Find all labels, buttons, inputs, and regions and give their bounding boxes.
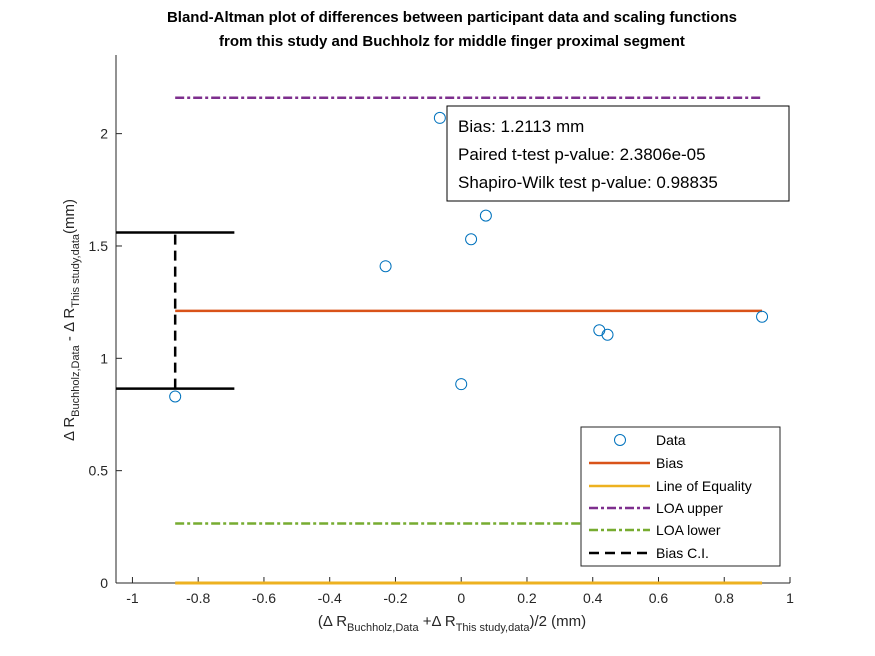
- stats-annotation: Bias: 1.2113 mm Paired t-test p-value: 2…: [446, 105, 790, 202]
- x-tick-label: 0.8: [715, 590, 735, 606]
- y-tick-label: 1.5: [89, 238, 109, 254]
- x-tick-label: -0.6: [252, 590, 276, 606]
- y-tick-label: 0: [100, 575, 108, 591]
- data-point: [479, 209, 492, 222]
- chart-title-line-1: Bland-Altman plot of differences between…: [167, 9, 737, 26]
- legend-label-data: Data: [656, 432, 686, 448]
- data-point: [756, 310, 769, 323]
- y-axis-ticks: 0 0.5 1 1.5 2: [89, 126, 122, 591]
- legend-label-equality: Line of Equality: [656, 478, 752, 494]
- data-point: [433, 111, 446, 124]
- data-point: [601, 328, 614, 341]
- legend-label-loa-upper: LOA upper: [656, 500, 723, 516]
- legend: Data Bias Line of Equality LOA upper LOA…: [580, 426, 781, 567]
- y-axis-label: Δ RBuchholz,Data - Δ RThis study,data(mm…: [61, 199, 82, 441]
- x-tick-label: -0.8: [186, 590, 210, 606]
- x-tick-label: 0.2: [517, 590, 537, 606]
- legend-label-bias-ci: Bias C.I.: [656, 545, 709, 561]
- data-point: [169, 390, 182, 403]
- annotation-box: [446, 105, 790, 202]
- data-point: [379, 260, 392, 273]
- x-axis-ticks: -1 -0.8 -0.6 -0.4 -0.2 0 0.2 0.4 0.6 0.8 1: [126, 577, 794, 606]
- x-tick-label: 0: [457, 590, 465, 606]
- y-tick-label: 2: [100, 126, 108, 142]
- y-tick-label: 0.5: [89, 463, 109, 479]
- y-tick-label: 1: [100, 350, 108, 366]
- legend-label-loa-lower: LOA lower: [656, 522, 721, 538]
- x-tick-label: -0.4: [318, 590, 342, 606]
- annotation-bias: Bias: 1.2113 mm: [458, 117, 584, 136]
- annotation-shapiro: Shapiro-Wilk test p-value: 0.98835: [458, 173, 718, 192]
- x-tick-label: -1: [126, 590, 139, 606]
- x-tick-label: 0.4: [583, 590, 603, 606]
- legend-box: [580, 426, 781, 567]
- x-axis-label: (Δ RBuchholz,Data +Δ RThis study,data)/2…: [318, 613, 586, 634]
- x-tick-label: 1: [786, 590, 794, 606]
- x-tick-label: -0.2: [383, 590, 407, 606]
- data-points: [169, 111, 769, 403]
- data-point: [593, 324, 606, 337]
- data-point: [455, 378, 468, 391]
- annotation-ttest: Paired t-test p-value: 2.3806e-05: [458, 145, 706, 164]
- legend-swatch-data: [614, 434, 626, 446]
- chart-title-line-2: from this study and Buchholz for middle …: [219, 33, 685, 50]
- legend-label-bias: Bias: [656, 455, 683, 471]
- data-point: [465, 233, 478, 246]
- x-tick-label: 0.6: [649, 590, 669, 606]
